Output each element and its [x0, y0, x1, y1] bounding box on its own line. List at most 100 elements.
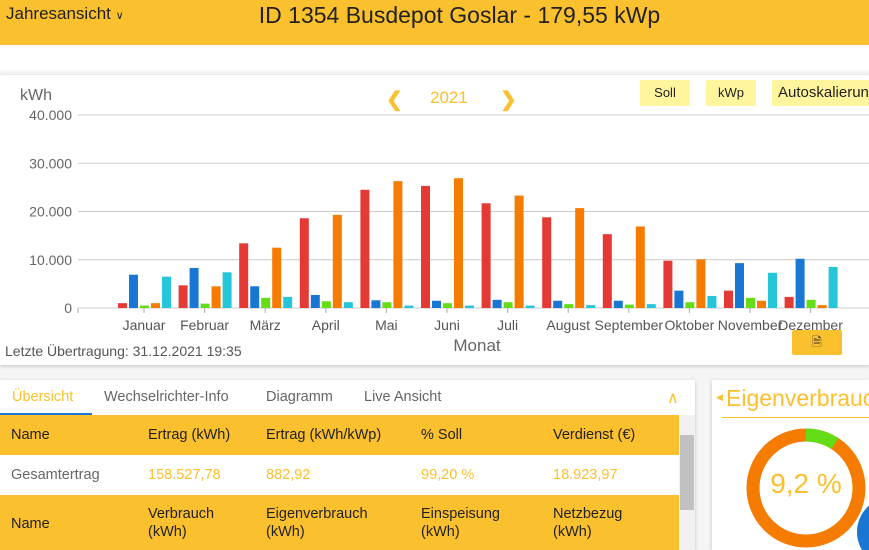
chart-card: 0 10.000 20.000 30.000 40.000 Januar Februar Mä…	[0, 75, 869, 365]
bar	[272, 247, 282, 308]
code-file-icon: 🗎	[812, 335, 822, 349]
kwp-button[interactable]: kWp	[706, 80, 756, 106]
soll-button[interactable]: Soll	[640, 80, 690, 106]
bar	[514, 195, 524, 308]
bar	[321, 301, 331, 308]
x-tick-label: März	[250, 317, 281, 333]
bar	[371, 300, 381, 308]
col-ertrag-kwp: Ertrag (kWh/kWp)	[266, 427, 382, 443]
bar	[795, 258, 805, 308]
bar	[707, 295, 717, 308]
tab-live-ansicht[interactable]: Live Ansicht	[364, 389, 442, 405]
scrollbar-thumb[interactable]	[680, 435, 694, 510]
year-label: 2021	[430, 88, 468, 107]
x-tick-label: August	[546, 317, 590, 333]
bar	[553, 300, 563, 308]
y-tick-label: 0	[64, 300, 72, 316]
bar	[382, 302, 392, 308]
y-tick-label: 10.000	[29, 252, 72, 268]
bar	[828, 266, 838, 308]
bar	[685, 302, 695, 308]
row-name: Gesamtertrag	[11, 467, 100, 483]
eigenverbrauch-card: ◀ Eigenverbrauch 9,2 %	[712, 380, 869, 550]
page-title: ID 1354 Busdepot Goslar - 179,55 kWp	[258, 2, 661, 28]
last-transfer: Letzte Übertragung: 31.12.2021 19:35	[5, 343, 242, 359]
bar	[151, 303, 160, 308]
col-verbrauch: Verbrauch (kWh)	[148, 506, 215, 540]
bar	[613, 300, 623, 308]
prev-year-icon[interactable]: ❮	[386, 89, 403, 111]
x-tick-label: Juni	[434, 317, 460, 333]
bar	[393, 181, 403, 308]
bar	[817, 305, 827, 308]
overview-card: Übersicht Wechselrichter-Info Diagramm L…	[0, 380, 695, 550]
blue-chart-circle	[857, 505, 869, 550]
bar	[602, 234, 612, 308]
active-tab-indicator	[0, 413, 92, 416]
bar	[162, 276, 171, 308]
x-tick-label: September	[595, 317, 664, 333]
x-tick-label: Februar	[180, 317, 229, 333]
bar	[404, 305, 414, 308]
row-verdienst: 18.923,97	[553, 467, 618, 483]
bar	[343, 302, 353, 308]
tab-diagramm[interactable]: Diagramm	[266, 389, 333, 405]
bar	[757, 300, 766, 308]
bar	[432, 300, 441, 308]
row-ertrag-kwp: 882,92	[266, 467, 311, 483]
chevron-down-icon: ∨	[115, 10, 124, 22]
table-scrollbar[interactable]	[679, 415, 695, 550]
own-consumption-segment	[746, 428, 866, 548]
col-netzbezug: Netzbezug (kWh)	[553, 506, 623, 540]
bar	[586, 305, 596, 308]
export-button[interactable]: 🗎	[792, 330, 842, 355]
bar	[178, 285, 188, 308]
bar	[575, 208, 585, 308]
x-tick-label: Januar	[123, 317, 166, 333]
chevron-up-icon[interactable]: ∧	[667, 390, 679, 407]
bar	[663, 260, 673, 308]
row-ertrag: 158.527,78	[148, 467, 221, 483]
autoscale-button[interactable]: Autoskalierung	[772, 80, 869, 106]
x-axis-label: Monat	[453, 336, 501, 355]
caret-left-icon[interactable]: ◀	[716, 392, 723, 402]
bar	[129, 274, 138, 308]
bar	[542, 217, 552, 308]
donut-value: 9,2 %	[770, 468, 842, 499]
bar	[332, 214, 342, 308]
y-tick-label: 30.000	[29, 155, 72, 171]
bar	[784, 296, 794, 308]
col-eigenverbrauch: Eigenverbrauch (kWh)	[266, 506, 368, 540]
y-tick-label: 40.000	[29, 107, 72, 123]
col-soll: % Soll	[421, 427, 463, 443]
bar	[503, 302, 513, 308]
divider	[722, 417, 869, 418]
bar	[696, 259, 706, 308]
bar	[806, 299, 816, 308]
row-soll: 99,20 %	[421, 467, 475, 483]
bar	[299, 218, 309, 308]
table-header: Name Ertrag (kWh) Ertrag (kWh/kWp) % Sol…	[0, 415, 679, 455]
bar	[118, 303, 127, 308]
tab-wechselrichter-info[interactable]: Wechselrichter-Info	[104, 389, 229, 405]
table-header-2: Name Verbrauch (kWh) Eigenverbrauch (kWh…	[0, 495, 679, 550]
bar	[746, 297, 755, 308]
bar	[140, 305, 149, 308]
bar	[283, 296, 293, 308]
bar	[250, 286, 260, 308]
x-tick-label: Mai	[375, 317, 398, 333]
bar	[310, 294, 320, 308]
col-einspeisung: Einspeisung (kWh)	[421, 506, 500, 540]
y-tick-label: 20.000	[29, 204, 72, 220]
bar	[635, 226, 645, 308]
next-year-icon[interactable]: ❯	[500, 89, 517, 111]
tab-uebersicht[interactable]: Übersicht	[12, 389, 74, 405]
bar	[624, 304, 634, 308]
view-select[interactable]: Jahresansicht ∨	[6, 4, 124, 24]
bar	[646, 304, 656, 308]
x-tick-label: Oktober	[664, 317, 714, 333]
y-axis-label: kWh	[20, 87, 52, 104]
bar	[443, 303, 452, 308]
x-tick-label: Juli	[497, 317, 518, 333]
bar	[492, 299, 502, 308]
